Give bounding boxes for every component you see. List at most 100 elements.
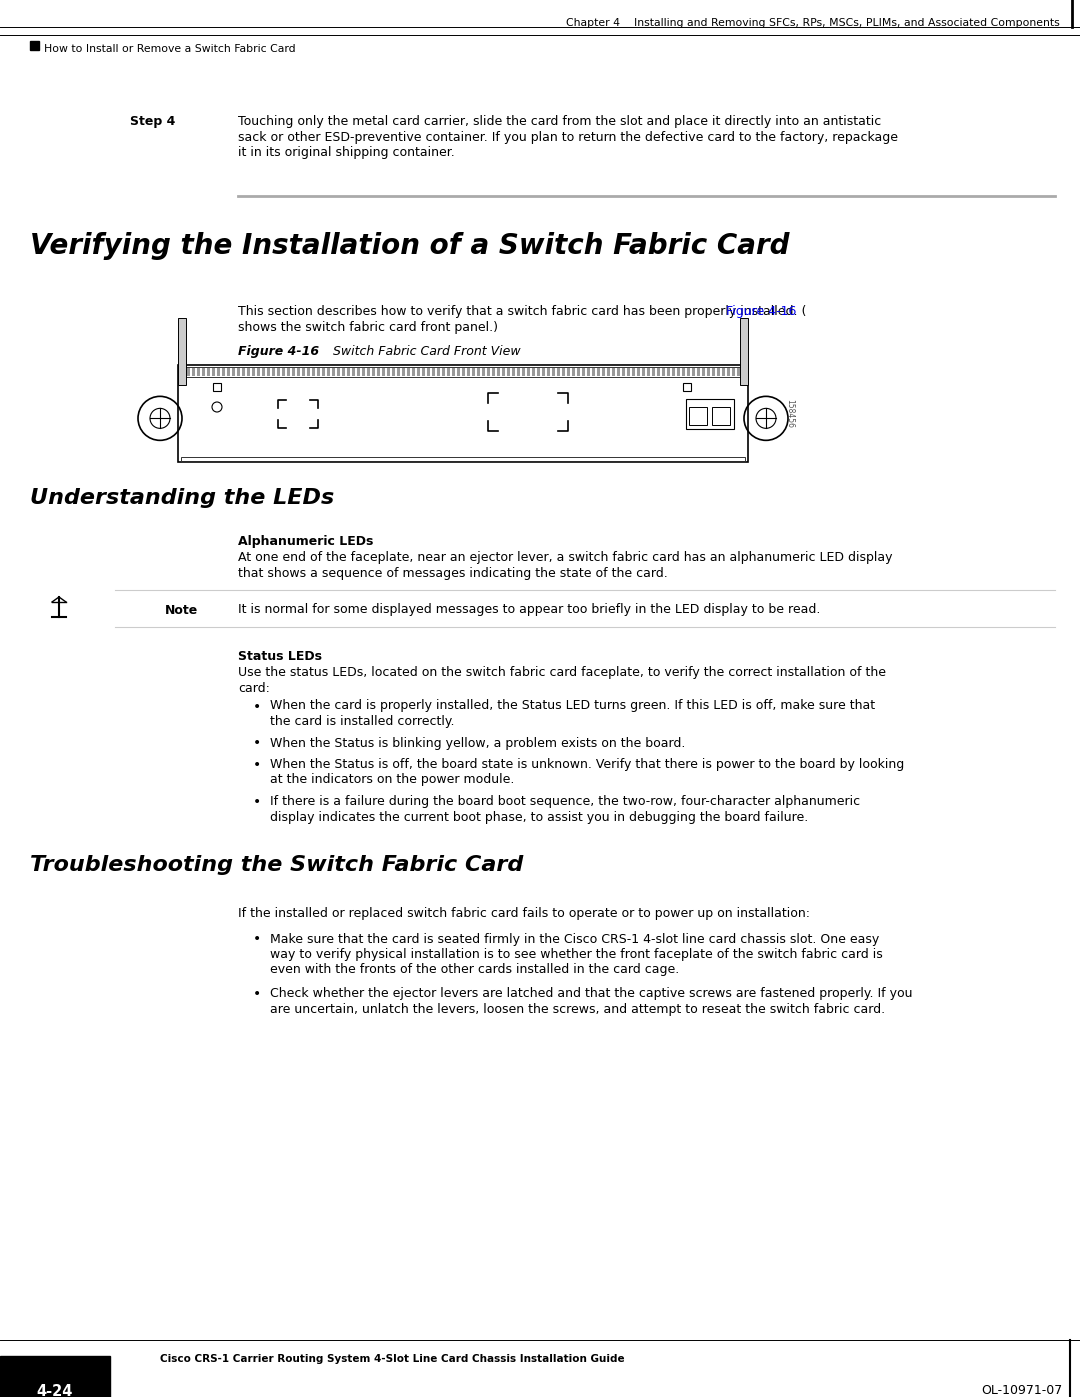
Bar xyxy=(582,367,585,376)
Bar xyxy=(689,407,707,425)
Bar xyxy=(562,367,565,376)
Bar xyxy=(577,367,580,376)
Text: •: • xyxy=(253,933,261,947)
Bar xyxy=(717,367,720,376)
Bar xyxy=(557,367,561,376)
Bar xyxy=(622,367,625,376)
Bar xyxy=(497,367,500,376)
Bar xyxy=(740,319,748,386)
Bar xyxy=(457,367,460,376)
Bar xyxy=(192,367,195,376)
Bar xyxy=(242,367,245,376)
Bar xyxy=(742,367,745,376)
Text: Figure 4-16: Figure 4-16 xyxy=(238,345,319,358)
Bar xyxy=(492,367,495,376)
Bar xyxy=(272,367,275,376)
Bar xyxy=(178,365,748,462)
Bar xyxy=(642,367,645,376)
Bar xyxy=(652,367,654,376)
Bar xyxy=(712,367,715,376)
Text: Make sure that the card is seated firmly in the Cisco CRS-1 4-slot line card cha: Make sure that the card is seated firmly… xyxy=(270,933,879,946)
Bar xyxy=(437,367,440,376)
Bar xyxy=(727,367,730,376)
Bar xyxy=(683,383,691,391)
Text: card:: card: xyxy=(238,682,270,694)
Bar xyxy=(30,41,39,50)
Bar xyxy=(737,367,740,376)
Bar xyxy=(707,367,710,376)
Bar xyxy=(692,367,696,376)
Text: Verifying the Installation of a Switch Fabric Card: Verifying the Installation of a Switch F… xyxy=(30,232,789,260)
Text: Note: Note xyxy=(165,604,199,616)
Text: Chapter 4    Installing and Removing SFCs, RPs, MSCs, PLIMs, and Associated Comp: Chapter 4 Installing and Removing SFCs, … xyxy=(566,18,1059,28)
Bar xyxy=(597,367,600,376)
Bar xyxy=(392,367,395,376)
Bar xyxy=(552,367,555,376)
Text: Step 4: Step 4 xyxy=(130,115,175,129)
Bar xyxy=(0,1356,110,1397)
Bar xyxy=(213,383,221,391)
Text: Check whether the ejector levers are latched and that the captive screws are fas: Check whether the ejector levers are lat… xyxy=(270,988,913,1000)
Bar xyxy=(387,367,390,376)
Bar xyxy=(382,367,384,376)
Bar xyxy=(723,367,725,376)
Text: Status LEDs: Status LEDs xyxy=(238,650,322,664)
Text: •: • xyxy=(253,759,261,773)
Text: way to verify physical installation is to see whether the front faceplate of the: way to verify physical installation is t… xyxy=(270,949,882,961)
Bar xyxy=(732,367,735,376)
Bar xyxy=(337,367,340,376)
Bar xyxy=(407,367,410,376)
Bar xyxy=(572,367,575,376)
Bar xyxy=(532,367,535,376)
Text: 158456: 158456 xyxy=(785,400,795,427)
Bar xyxy=(477,367,480,376)
Bar xyxy=(377,367,380,376)
Text: When the Status is off, the board state is unknown. Verify that there is power t: When the Status is off, the board state … xyxy=(270,759,904,771)
Bar xyxy=(427,367,430,376)
Bar xyxy=(672,367,675,376)
Bar xyxy=(276,367,280,376)
Bar xyxy=(467,367,470,376)
Bar xyxy=(507,367,510,376)
Text: display indicates the current boot phase, to assist you in debugging the board f: display indicates the current boot phase… xyxy=(270,810,808,823)
Text: Cisco CRS-1 Carrier Routing System 4-Slot Line Card Chassis Installation Guide: Cisco CRS-1 Carrier Routing System 4-Slo… xyxy=(160,1354,624,1363)
Bar xyxy=(207,367,210,376)
Bar xyxy=(212,367,215,376)
Bar xyxy=(183,367,185,376)
Bar xyxy=(181,457,745,462)
Bar xyxy=(197,367,200,376)
Bar xyxy=(181,367,745,377)
Bar xyxy=(372,367,375,376)
Bar xyxy=(257,367,260,376)
Bar xyxy=(232,367,235,376)
Bar xyxy=(487,367,490,376)
Bar xyxy=(447,367,450,376)
Bar xyxy=(302,367,305,376)
Bar xyxy=(287,367,291,376)
Bar xyxy=(292,367,295,376)
Bar xyxy=(247,367,249,376)
Bar xyxy=(417,367,420,376)
Bar xyxy=(282,367,285,376)
Bar xyxy=(472,367,475,376)
Bar xyxy=(592,367,595,376)
Text: Use the status LEDs, located on the switch fabric card faceplate, to verify the : Use the status LEDs, located on the swit… xyxy=(238,666,886,679)
Bar xyxy=(217,367,220,376)
Bar xyxy=(262,367,265,376)
Bar xyxy=(667,367,670,376)
Bar xyxy=(318,367,320,376)
Bar xyxy=(327,367,330,376)
Text: it in its original shipping container.: it in its original shipping container. xyxy=(238,147,455,159)
Bar xyxy=(252,367,255,376)
Bar xyxy=(677,367,680,376)
Bar xyxy=(442,367,445,376)
Text: Switch Fabric Card Front View: Switch Fabric Card Front View xyxy=(333,345,521,358)
Text: shows the switch fabric card front panel.): shows the switch fabric card front panel… xyxy=(238,320,498,334)
Bar xyxy=(312,367,315,376)
Bar xyxy=(352,367,355,376)
Bar xyxy=(686,400,734,429)
Bar xyxy=(347,367,350,376)
Text: Figure 4-16: Figure 4-16 xyxy=(726,305,796,319)
Text: If the installed or replaced switch fabric card fails to operate or to power up : If the installed or replaced switch fabr… xyxy=(238,907,810,921)
Bar xyxy=(322,367,325,376)
